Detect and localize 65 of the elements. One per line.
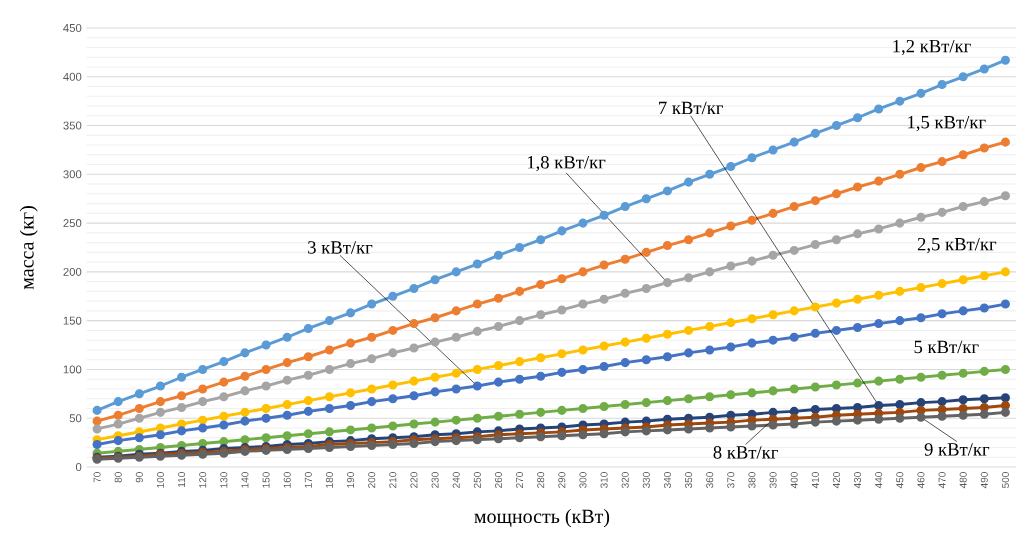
x-tick-label: 210 xyxy=(389,472,397,488)
annotation: 1,5 кВт/кг xyxy=(908,115,986,132)
y-tick-label: 150 xyxy=(63,316,82,325)
x-tick-label: 300 xyxy=(579,472,587,489)
x-tick-label: 470 xyxy=(938,472,946,489)
x-tick-label: 110 xyxy=(178,472,186,487)
annotation: 9 кВт/кг xyxy=(924,443,990,456)
x-tick-label: 420 xyxy=(832,472,840,489)
x-tick-label: 500 xyxy=(1001,472,1009,488)
x-tick-label: 140 xyxy=(241,472,249,488)
x-tick-label: 260 xyxy=(494,472,502,488)
y-tick-label: 50 xyxy=(69,414,82,423)
x-tick-label: 280 xyxy=(537,472,545,488)
y-tick-label: 300 xyxy=(63,170,82,179)
x-tick-label: 90 xyxy=(135,472,143,483)
annotation: 1,2 кВт/кг xyxy=(893,39,971,56)
x-tick-label: 100 xyxy=(156,472,164,488)
x-tick-label: 440 xyxy=(875,472,883,489)
x-tick-label: 370 xyxy=(727,472,735,489)
annotation: 1,8 кВт/кг xyxy=(527,155,606,172)
x-tick-label: 480 xyxy=(959,472,967,489)
x-tick-label: 350 xyxy=(685,472,693,489)
y-tick-label: 200 xyxy=(63,267,82,276)
y-tick-label: 400 xyxy=(63,72,82,81)
x-tick-label: 330 xyxy=(642,472,650,489)
x-tick-label: 250 xyxy=(473,472,481,488)
y-axis-title: масса (кг) xyxy=(19,206,38,290)
x-tick-label: 150 xyxy=(262,472,270,488)
x-tick-label: 450 xyxy=(896,472,904,489)
x-tick-label: 310 xyxy=(600,472,608,489)
x-tick-label: 490 xyxy=(980,472,988,489)
annotation: 7 кВт/кг xyxy=(659,101,723,115)
x-tick-label: 160 xyxy=(283,472,291,488)
x-tick-label: 130 xyxy=(220,472,228,488)
x-tick-label: 80 xyxy=(114,472,122,483)
x-tick-label: 190 xyxy=(347,472,355,488)
y-tick-label: 250 xyxy=(63,219,82,228)
x-tick-label: 320 xyxy=(621,472,629,489)
x-tick-label: 170 xyxy=(304,472,312,488)
x-tick-label: 430 xyxy=(854,472,862,489)
x-tick-label: 120 xyxy=(199,472,207,488)
x-tick-label: 240 xyxy=(452,472,460,488)
x-tick-label: 180 xyxy=(325,472,333,488)
y-tick-label: 350 xyxy=(63,121,82,130)
x-tick-label: 460 xyxy=(917,472,925,489)
y-tick-label: 0 xyxy=(75,462,82,471)
x-tick-label: 290 xyxy=(558,472,566,488)
x-tick-label: 400 xyxy=(790,472,798,489)
x-tick-label: 410 xyxy=(811,472,819,489)
x-tick-label: 360 xyxy=(706,472,714,489)
x-tick-label: 230 xyxy=(431,472,439,488)
y-tick-label: 100 xyxy=(63,365,82,374)
x-tick-label: 270 xyxy=(516,472,524,488)
x-tick-label: 200 xyxy=(368,472,376,488)
annotation: 8 кВт/кг xyxy=(713,446,778,459)
x-tick-label: 220 xyxy=(410,472,418,488)
annotation: 3 кВт/кг xyxy=(308,241,373,254)
x-tick-label: 390 xyxy=(769,472,777,489)
x-tick-label: 70 xyxy=(93,472,101,483)
y-tick-label: 450 xyxy=(63,23,82,32)
annotation: 2,5 кВт/кг xyxy=(917,237,997,254)
x-axis-title: мощность (кВт) xyxy=(474,509,610,528)
annotation: 5 кВт/кг xyxy=(914,340,979,354)
x-tick-label: 380 xyxy=(748,472,756,489)
x-tick-label: 340 xyxy=(663,472,671,489)
